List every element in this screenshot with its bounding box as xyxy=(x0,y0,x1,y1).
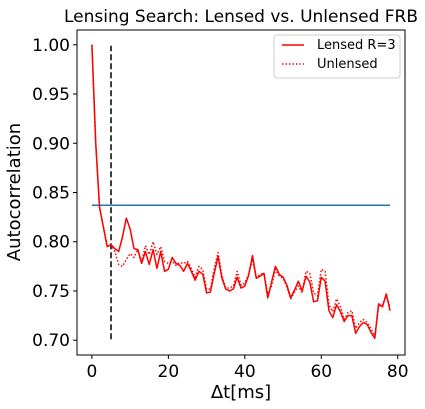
x-tick-label: 0 xyxy=(86,362,97,382)
x-axis-label: Δt[ms] xyxy=(211,382,271,403)
y-axis-ticks: 0.70 0.75 0.80 0.85 0.90 0.95 1.00 xyxy=(32,36,77,351)
series-line-lensed xyxy=(91,44,391,340)
legend-label-lensed: Lensed R=3 xyxy=(317,38,396,53)
reference-lines xyxy=(91,45,391,340)
legend-label-unlensed: Unlensed xyxy=(317,57,378,72)
chart-title: Lensing Search: Lensed vs. Unlensed FRB xyxy=(64,7,418,27)
y-tick-label: 0.95 xyxy=(32,85,70,105)
x-tick-label: 40 xyxy=(234,362,256,382)
y-tick-label: 0.70 xyxy=(32,331,70,351)
y-tick-label: 0.85 xyxy=(32,184,70,204)
y-axis-label: Autocorrelation xyxy=(4,123,25,261)
x-tick-label: 60 xyxy=(310,362,332,382)
y-tick-label: 0.80 xyxy=(32,233,70,253)
series-layer xyxy=(91,44,391,340)
legend: Lensed R=3 Unlensed xyxy=(273,34,401,79)
plot-area-frame xyxy=(76,29,406,356)
x-tick-label: 20 xyxy=(158,362,180,382)
y-tick-label: 0.75 xyxy=(32,282,70,302)
y-tick-label: 0.90 xyxy=(32,134,70,154)
x-axis-ticks: 0 20 40 60 80 xyxy=(86,355,409,382)
legend-box xyxy=(273,34,401,79)
y-tick-label: 1.00 xyxy=(32,36,70,56)
x-tick-label: 80 xyxy=(387,362,409,382)
series-line-unlensed xyxy=(91,44,391,338)
